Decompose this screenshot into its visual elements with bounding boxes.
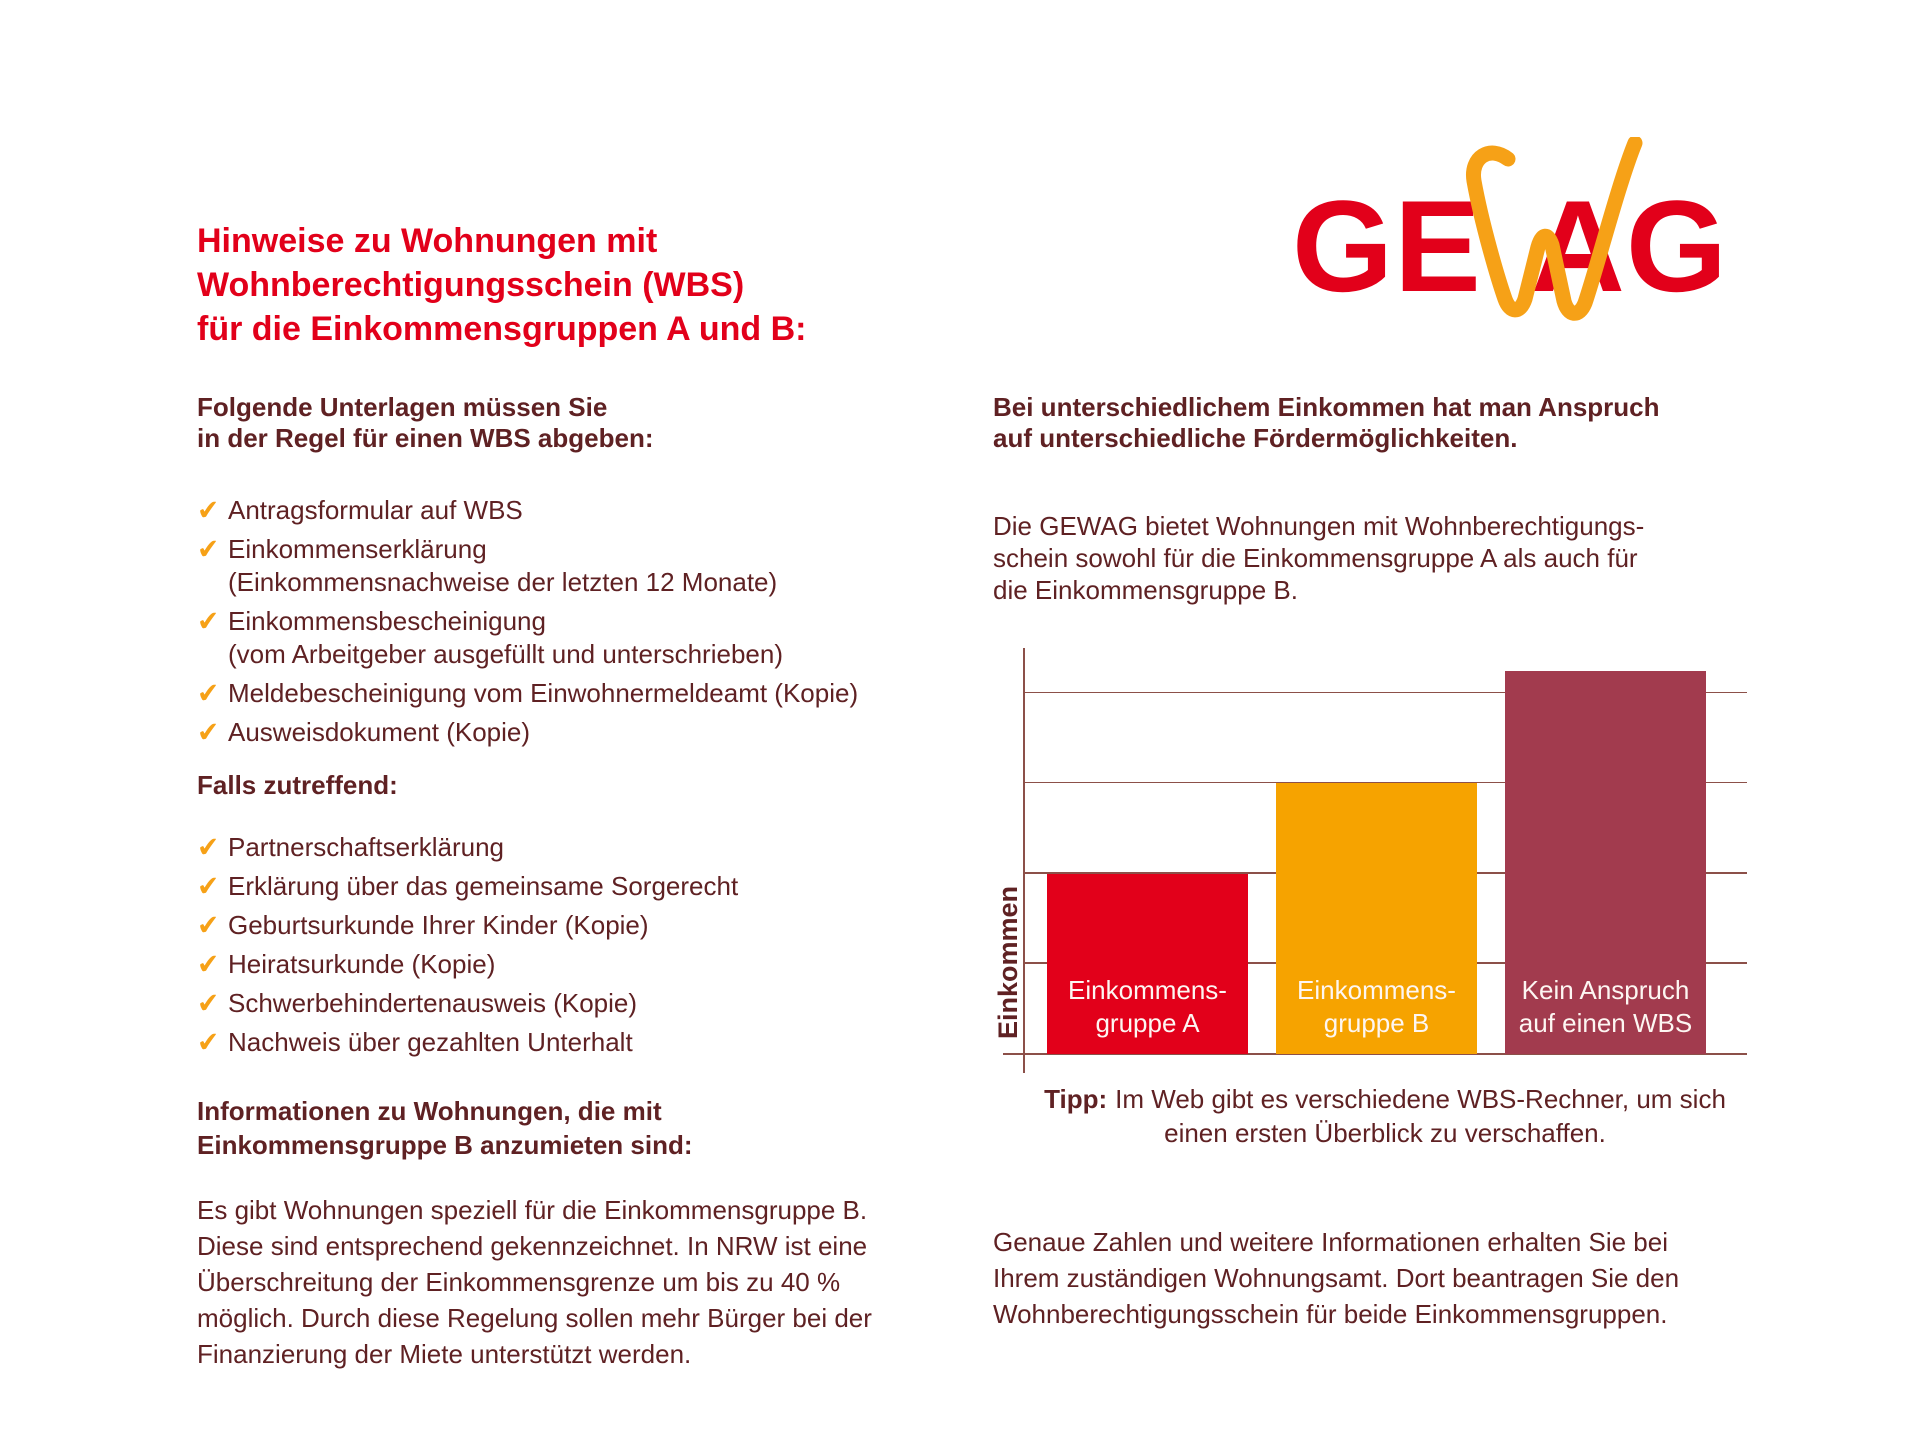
- checklist-item: ✔ Antragsformular auf WBS: [195, 494, 858, 527]
- check-icon: ✔: [195, 948, 221, 981]
- checklist-item: ✔ Partnerschaftserklärung: [195, 831, 738, 864]
- check-icon: ✔: [195, 831, 221, 864]
- checklist-if-applicable: ✔ Partnerschaftserklärung ✔ Erklärung über…: [195, 831, 739, 1065]
- check-icon: ✔: [195, 870, 221, 903]
- checklist-item-text: Ausweisdokument (Kopie): [228, 717, 531, 747]
- checklist-item-text: Geburtsurkunde Ihrer Kinder (Kopie): [228, 910, 649, 940]
- checklist-item: ✔ Erklärung über das gemeinsame Sorgerech…: [195, 870, 739, 903]
- check-icon: ✔: [195, 1026, 221, 1059]
- chart-bar: Einkommens- gruppe A: [1047, 873, 1248, 1054]
- checklist-item: ✔ Nachweis über gezahlten Unterhalt: [195, 1026, 738, 1059]
- check-icon: ✔: [195, 716, 221, 749]
- tip-label: Tipp:: [1044, 1084, 1108, 1114]
- section-title-group-b-info: Informationen zu Wohnungen, die mit Eink…: [197, 1096, 693, 1160]
- chart-bar-label: Einkommens- gruppe A: [1068, 975, 1227, 1038]
- checklist-item-text: Partnerschaftserklärung: [228, 832, 505, 862]
- checklist-item-text: Antragsformular auf WBS: [228, 495, 523, 525]
- checklist-item-text: Heiratsurkunde (Kopie): [228, 949, 496, 979]
- checklist-item-text: Erklärung über das gemeinsame Sorgerecht: [228, 871, 739, 901]
- intro-bold-text: Bei unterschiedlichem Einkommen hat man …: [993, 392, 1660, 453]
- tip-line-1: Tipp: Im Web gibt es verschiedene WBS-Rec…: [1044, 1084, 1726, 1114]
- check-icon: ✔: [195, 494, 221, 527]
- check-icon: ✔: [195, 987, 221, 1020]
- checklist-item: ✔ Schwerbehindertenausweis (Kopie): [195, 987, 738, 1020]
- checklist-item: ✔ Einkommensbescheinigung (vom Arbeitgebe…: [195, 605, 858, 671]
- tip-line-2: einen ersten Überblick zu verschaffen.: [1164, 1118, 1606, 1148]
- checklist-item-text: Einkommensbescheinigung (vom Arbeitgeber…: [228, 606, 783, 669]
- logo-text-ge: GE: [1292, 173, 1482, 319]
- chart-gridline: [1023, 691, 1747, 694]
- section-title-if-applicable: Falls zutreffend:: [197, 770, 398, 800]
- checklist-item: ✔ Ausweisdokument (Kopie): [195, 716, 858, 749]
- checklist-item: ✔ Geburtsurkunde Ihrer Kinder (Kopie): [195, 909, 738, 942]
- brush-w-icon: [1466, 137, 1643, 321]
- checklist-required-documents: ✔ Antragsformular auf WBS ✔ Einkommenserkl…: [195, 494, 859, 755]
- gewag-offer-paragraph: Die GEWAG bietet Wohnungen mit Wohnberec…: [993, 511, 1645, 605]
- chart-bar: Einkommens- gruppe B: [1276, 783, 1477, 1054]
- checklist-item-text: Einkommenserklärung (Einkommensnachweise…: [228, 534, 778, 597]
- chart-y-axis-line: [1023, 648, 1025, 1073]
- chart-x-axis-line: [1003, 1053, 1747, 1055]
- check-icon: ✔: [195, 605, 221, 638]
- checklist-item: ✔ Heiratsurkunde (Kopie): [195, 948, 738, 981]
- check-icon: ✔: [195, 533, 221, 566]
- chart-bar: Kein Anspruch auf einen WBS: [1505, 670, 1706, 1054]
- gewag-logo: GE AG: [1292, 137, 1728, 337]
- section-title-required-documents: Folgende Unterlagen müssen Sie in der Re…: [197, 392, 654, 453]
- tip-text: Tipp: Im Web gibt es verschiedene WBS-Rec…: [1023, 1082, 1747, 1150]
- chart-gridline: [1023, 781, 1747, 784]
- housing-office-paragraph: Genaue Zahlen und weitere Informationen …: [993, 1227, 1680, 1329]
- page-title: Hinweise zu Wohnungen mit Wohnberechtigu…: [197, 221, 807, 348]
- income-bar-chart: Einkommens- gruppe A Einkommens- gruppe B…: [1023, 648, 1747, 1054]
- checklist-item-text: Nachweis über gezahlten Unterhalt: [228, 1027, 633, 1057]
- chart-bar-label: Kein Anspruch auf einen WBS: [1518, 975, 1693, 1038]
- group-b-paragraph: Es gibt Wohnungen speziell für die Einko…: [197, 1195, 872, 1369]
- chart-bar-label: Einkommens- gruppe B: [1297, 975, 1456, 1038]
- checklist-item-text: Schwerbehindertenausweis (Kopie): [228, 988, 638, 1018]
- check-icon: ✔: [195, 677, 221, 710]
- checklist-item-text: Meldebescheinigung vom Einwohnermeldeamt…: [228, 678, 859, 708]
- checklist-item: ✔ Einkommenserklärung (Einkommensnachweis…: [195, 533, 858, 599]
- checklist-item: ✔ Meldebescheinigung vom Einwohnermeldeam…: [195, 677, 859, 710]
- check-icon: ✔: [195, 909, 221, 942]
- chart-y-axis-label: Einkommen: [993, 885, 1023, 1039]
